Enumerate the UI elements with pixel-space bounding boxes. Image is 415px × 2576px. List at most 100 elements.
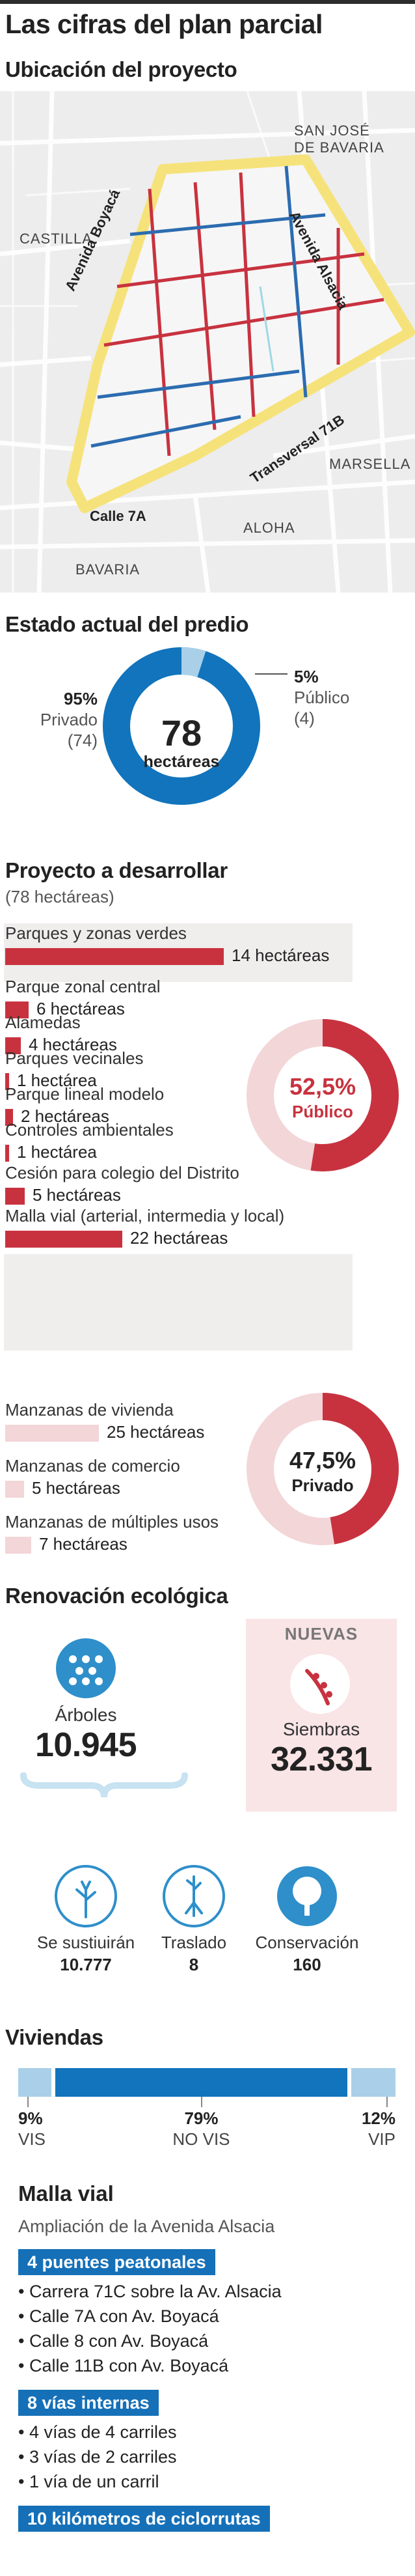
- page-title: Las cifras del plan parcial: [5, 9, 323, 39]
- public-donut-label: Público: [292, 1102, 353, 1121]
- private-pct: 95%: [63, 689, 98, 708]
- public-item-bar: [5, 1109, 13, 1126]
- trees-icon: [56, 1638, 116, 1698]
- label-aloha: ALOHA: [243, 520, 295, 536]
- plantings-value: 32.331: [270, 1741, 373, 1778]
- housing-label: NO VIS: [172, 2129, 230, 2149]
- public-value: (4): [294, 708, 315, 728]
- plantings-box: [246, 1619, 397, 1812]
- public-item-bar: [5, 1037, 21, 1054]
- state-heading: Estado actual del predio: [5, 612, 249, 636]
- private-item-bar: [5, 1425, 99, 1442]
- housing-label: VIS: [18, 2129, 46, 2149]
- public-item-label: Alamedas: [5, 1013, 81, 1032]
- public-leader: [255, 673, 288, 675]
- roads-tag: 8 vías internas: [18, 2390, 159, 2416]
- public-item-value: 22 hectáreas: [130, 1228, 228, 1248]
- public-item-label: Parques y zonas verdes: [5, 923, 187, 943]
- outcome-value: 8: [189, 1955, 199, 1974]
- project-boundary: [66, 154, 415, 513]
- state-donut: [103, 647, 260, 805]
- tree-keep-icon: [277, 1866, 337, 1926]
- project-map: [0, 91, 415, 593]
- location-heading: Ubicación del proyecto: [5, 57, 237, 81]
- public-item-bar: [5, 948, 224, 965]
- trees-label: Árboles: [55, 1705, 117, 1725]
- public-item-value: 14 hectáreas: [232, 945, 330, 965]
- private-label: Privado: [40, 710, 98, 729]
- tree-move-icon: [163, 1865, 225, 1927]
- public-item-value: 1 hectárea: [17, 1142, 97, 1162]
- roads-item: • 4 vías de 4 carriles: [18, 2422, 177, 2442]
- housing-segment: [351, 2068, 395, 2097]
- private-item-value: 25 hectáreas: [107, 1422, 205, 1442]
- public-item-label: Parque zonal central: [5, 977, 161, 996]
- public-item-bar: [5, 1231, 122, 1248]
- outcome-label: Traslado: [161, 1933, 227, 1952]
- roads-tag: 4 puentes peatonales: [18, 2249, 215, 2275]
- project-subheading: (78 hectáreas): [5, 887, 114, 906]
- label-marsella: MARSELLA: [329, 456, 411, 472]
- plantings-label: Siembras: [282, 1719, 360, 1739]
- public-item-label: Parques vecinales: [5, 1048, 144, 1068]
- housing-pct: 79%: [184, 2108, 219, 2128]
- project-heading: Proyecto a desarrollar: [5, 858, 228, 882]
- ecology-heading: Renovación ecológica: [5, 1584, 228, 1608]
- label-castilla: CASTILLA: [20, 231, 92, 247]
- housing-segment: [18, 2068, 52, 2097]
- housing-tick: [386, 2097, 388, 2107]
- tree-replace-icon: [55, 1865, 117, 1927]
- roads-item: • 1 vía de un carril: [18, 2472, 159, 2491]
- private-item-label: Manzanas de vivienda: [5, 1400, 174, 1420]
- trees-value: 10.945: [34, 1726, 137, 1764]
- public-pct: 5%: [294, 667, 319, 686]
- label-san-jose: SAN JOSÉ: [294, 122, 370, 139]
- public-item-value: 1 hectárea: [17, 1071, 97, 1090]
- outcome-label: Conservación: [255, 1933, 359, 1952]
- planting-icon: [290, 1654, 350, 1714]
- highlight-cesion-malla: [4, 1254, 353, 1351]
- private-value: (74): [67, 731, 98, 750]
- roads-tag: 10 kilómetros de ciclorrutas: [18, 2506, 270, 2532]
- top-rule: [0, 0, 415, 4]
- public-item-value: 6 hectáreas: [36, 999, 125, 1018]
- housing-tick: [201, 2097, 203, 2107]
- public-item-bar: [5, 1073, 9, 1090]
- public-donut: [247, 1019, 399, 1171]
- public-label: Público: [294, 688, 350, 707]
- private-item-label: Manzanas de múltiples usos: [5, 1512, 219, 1532]
- housing-label: VIP: [368, 2129, 395, 2149]
- housing-segment: [55, 2068, 347, 2097]
- housing-pct: 9%: [18, 2108, 43, 2128]
- public-item-label: Parque lineal modelo: [5, 1084, 165, 1104]
- private-item-value: 5 hectáreas: [32, 1478, 120, 1498]
- private-donut-label: Privado: [291, 1476, 354, 1495]
- outcome-label: Se sustiuirán: [36, 1933, 135, 1952]
- roads-subheading: Ampliación de la Avenida Alsacia: [18, 2217, 275, 2236]
- private-donut: [247, 1393, 399, 1545]
- roads-item: • 3 vías de 2 carriles: [18, 2447, 177, 2467]
- roads-item: • Calle 8 con Av. Boyacá: [18, 2331, 209, 2351]
- roads-item: • Calle 11B con Av. Boyacá: [18, 2356, 229, 2375]
- public-item-bar: [5, 1001, 29, 1018]
- public-item-value: 4 hectáreas: [29, 1035, 117, 1054]
- public-item-value: 2 hectáreas: [21, 1106, 109, 1126]
- private-item-bar: [5, 1537, 31, 1554]
- state-total: 78: [161, 712, 202, 753]
- public-item-label: Cesión para colegio del Distrito: [5, 1163, 239, 1183]
- label-bavaria-north: DE BAVARIA: [294, 139, 384, 156]
- housing-pct: 12%: [361, 2108, 395, 2128]
- public-donut-pct: 52,5%: [289, 1073, 356, 1100]
- new-tag: NUEVAS: [284, 1624, 358, 1644]
- private-item-label: Manzanas de comercio: [5, 1456, 180, 1476]
- public-item-label: Malla vial (arterial, intermedia y local…: [5, 1206, 285, 1225]
- roads-heading: Malla vial: [18, 2181, 114, 2205]
- public-item-label: Controles ambientales: [5, 1120, 174, 1140]
- private-donut-pct: 47,5%: [289, 1447, 356, 1474]
- street-calle-7a: Calle 7A: [90, 508, 146, 524]
- housing-tick: [27, 2097, 29, 2107]
- housing-heading: Viviendas: [5, 2025, 103, 2049]
- public-item-value: 5 hectáreas: [33, 1185, 121, 1205]
- roads-item: • Calle 7A con Av. Boyacá: [18, 2306, 219, 2326]
- private-item-bar: [5, 1481, 24, 1498]
